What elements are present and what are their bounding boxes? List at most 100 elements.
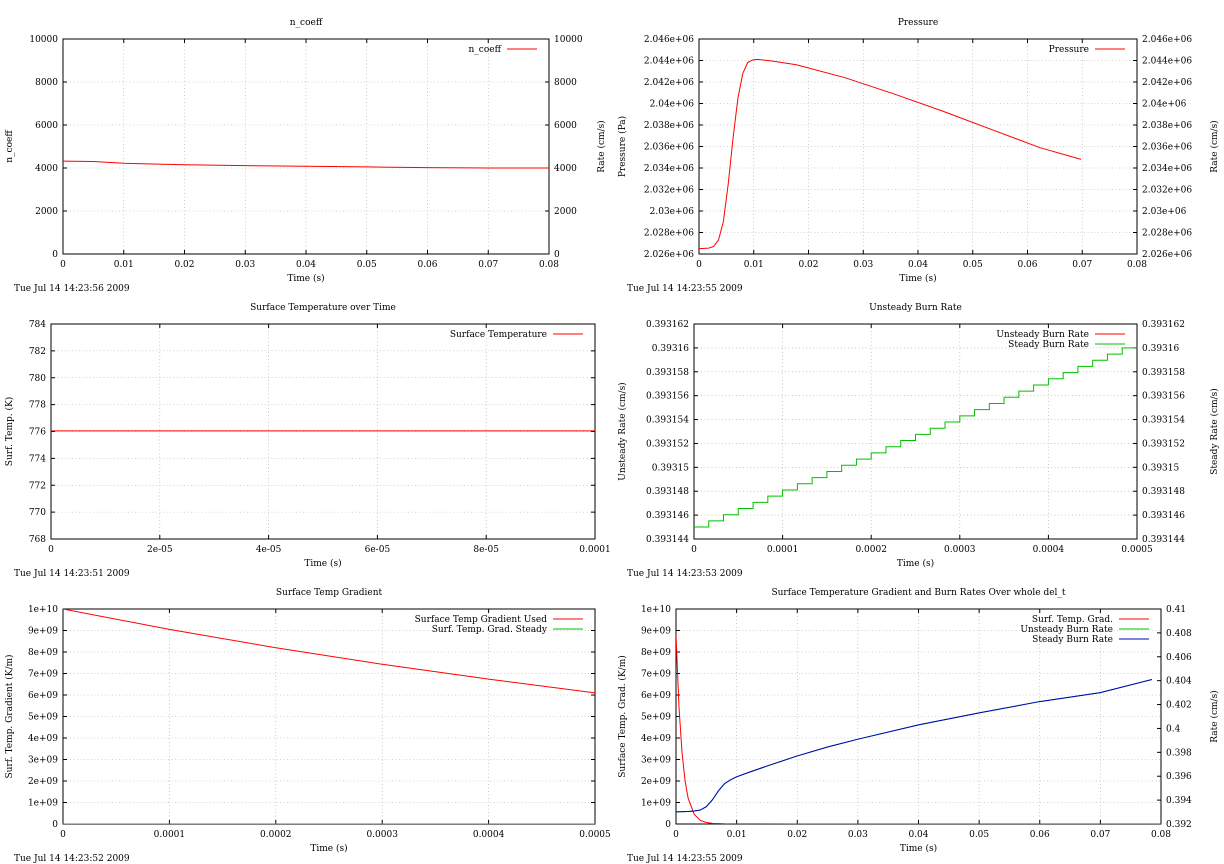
y-tick-label: 0.393146 — [646, 511, 689, 521]
x-tick-label: 0.0003 — [366, 830, 398, 840]
chart-panel-4: 0 0.0001 0.0002 0.0003 0.0004 0.00050.3931440… — [617, 303, 1220, 579]
y2-tick-label: 2.04e+06 — [1142, 100, 1187, 110]
x-tick-label: 0.0002 — [855, 545, 887, 555]
x-tick-label: 0.06 — [1030, 830, 1050, 840]
y-axis-label: Unsteady Rate (cm/s) — [617, 382, 628, 480]
legend-label: Surface Temperature — [450, 330, 547, 340]
series-line-1 — [676, 634, 1161, 824]
legend-label: Pressure — [1049, 45, 1089, 55]
x-tick-label: 0.0004 — [473, 830, 505, 840]
y-tick-label: 0.393154 — [646, 416, 689, 426]
y-tick-label: 0.393156 — [646, 392, 689, 402]
y2-tick-label: 0.4 — [1166, 724, 1181, 734]
y-axis-label: Surface Temp. Grad. (K/m) — [617, 655, 628, 778]
y2-axis-label: Rate (cm/s) — [1209, 120, 1220, 172]
chart-panel-6: 0 0.01 0.02 0.03 0.04 0.05 0.06 0.07 0.08 0 1e+09 2… — [617, 588, 1220, 864]
y2-axis-label: Steady Rate (cm/s) — [1209, 388, 1220, 475]
series-line-3 — [676, 678, 1153, 813]
y2-tick-label: 0.408 — [1166, 629, 1192, 639]
x-tick-label: 0.05 — [969, 830, 989, 840]
plot-frame — [693, 323, 1138, 540]
plot-frame — [698, 38, 1138, 255]
x-tick-label: 0 — [691, 545, 697, 555]
x-tick-label: 0.04 — [908, 260, 928, 270]
y-tick-label: 3e+09 — [641, 756, 671, 766]
y-tick-label: 2.042e+06 — [644, 78, 694, 88]
x-tick-label: 6e-05 — [365, 545, 391, 555]
x-axis-label: Time (s) — [900, 843, 937, 854]
x-tick-label: 2e-05 — [147, 545, 173, 555]
chart-title: n_coeff — [290, 18, 323, 28]
x-tick-label: 0.0005 — [1121, 545, 1153, 555]
chart-panel-5: 0 0.0001 0.0002 0.0003 0.0004 0.0005 0 1e+09 2e+… — [4, 588, 611, 864]
y-tick-label: 4e+09 — [28, 734, 58, 744]
y-tick-label: 2.03e+06 — [650, 207, 695, 217]
y2-tick-label: 0.392 — [1166, 820, 1192, 830]
y-tick-label: 2.032e+06 — [644, 186, 694, 196]
x-tick-label: 0.08 — [1151, 830, 1171, 840]
y-tick-label: 768 — [29, 535, 46, 545]
timestamp: Tue Jul 14 14:23:55 2009 — [627, 854, 743, 864]
y2-tick-label: 2.036e+06 — [1142, 143, 1192, 153]
y-tick-label: 4e+09 — [641, 734, 671, 744]
y2-axis-label: Rate (cm/s) — [596, 120, 607, 172]
x-tick-label: 0.01 — [114, 260, 134, 270]
x-tick-label: 0 — [673, 830, 679, 840]
x-tick-label: 0.0001 — [154, 830, 186, 840]
y-tick-label: 1e+10 — [28, 605, 58, 615]
y-tick-label: 0.393148 — [646, 487, 689, 497]
y-tick-label: 1e+09 — [28, 799, 58, 809]
y-tick-label: 2e+09 — [28, 777, 58, 787]
y2-tick-label: 0.393152 — [1142, 439, 1185, 449]
x-tick-label: 0.02 — [798, 260, 818, 270]
x-tick-label: 0.08 — [539, 260, 559, 270]
chart-panel-3: 0 2e-05 4e-05 6e-05 8e-05 0.0001 768 770 772 774 7… — [4, 303, 611, 579]
y-axis-label: Surf. Temp. Gradient (K/m) — [4, 654, 15, 778]
y-tick-label: 2.034e+06 — [644, 164, 694, 174]
legend-label: Steady Burn Rate — [1032, 635, 1113, 645]
chart-panel-1: 0 0.01 0.02 0.03 0.04 0.05 0.06 0.07 0.080200040… — [5, 18, 607, 294]
y-tick-label: 0.393152 — [646, 439, 689, 449]
y2-tick-label: 0.402 — [1166, 701, 1192, 711]
y-tick-label: 9e+09 — [28, 627, 58, 637]
y-tick-label: 2.026e+06 — [644, 250, 694, 260]
x-tick-label: 0 — [60, 260, 66, 270]
y-tick-label: 776 — [29, 428, 46, 438]
y2-tick-label: 2.032e+06 — [1142, 186, 1192, 196]
y2-tick-label: 4000 — [554, 164, 577, 174]
y-tick-label: 2.036e+06 — [644, 143, 694, 153]
y2-tick-label: 2.026e+06 — [1142, 250, 1192, 260]
timestamp: Tue Jul 14 14:23:51 2009 — [14, 569, 130, 579]
x-tick-label: 0.0004 — [1033, 545, 1065, 555]
y2-tick-label: 0.393148 — [1142, 487, 1185, 497]
legend-label: Surface Temp Gradient Used — [415, 615, 548, 625]
y-tick-label: 0.393158 — [646, 368, 689, 378]
y-tick-label: 0 — [52, 250, 58, 260]
x-tick-label: 0.05 — [357, 260, 377, 270]
y2-tick-label: 0.41 — [1166, 605, 1186, 615]
y-tick-label: 782 — [29, 347, 46, 357]
y2-tick-label: 2.03e+06 — [1142, 207, 1187, 217]
timestamp: Tue Jul 14 14:23:53 2009 — [627, 569, 743, 579]
series-line-2 — [694, 347, 1137, 528]
y-tick-label: 8e+09 — [28, 648, 58, 658]
x-axis-label: Time (s) — [899, 273, 936, 284]
timestamp: Tue Jul 14 14:23:56 2009 — [14, 284, 130, 294]
legend-label: Surf. Temp. Grad. Steady — [432, 625, 548, 635]
y-tick-label: 8e+09 — [641, 648, 671, 658]
y-tick-label: 2.028e+06 — [644, 229, 694, 239]
y-tick-label: 1e+09 — [641, 799, 671, 809]
y2-tick-label: 2.038e+06 — [1142, 121, 1192, 131]
y2-tick-label: 0.394 — [1166, 796, 1192, 806]
y-tick-label: 0.39316 — [652, 344, 689, 354]
y-tick-label: 0.393144 — [646, 535, 689, 545]
x-tick-label: 0.0001 — [767, 545, 799, 555]
x-tick-label: 0.03 — [848, 830, 868, 840]
y-tick-label: 7e+09 — [28, 670, 58, 680]
x-tick-label: 0.06 — [1017, 260, 1037, 270]
legend-label: Unsteady Burn Rate — [996, 330, 1089, 340]
y2-tick-label: 0.393162 — [1142, 320, 1185, 330]
legend-label: Surf. Temp. Grad. — [1032, 615, 1113, 625]
y-tick-label: 7e+09 — [641, 670, 671, 680]
y-axis-label: n_coeff — [5, 130, 15, 163]
